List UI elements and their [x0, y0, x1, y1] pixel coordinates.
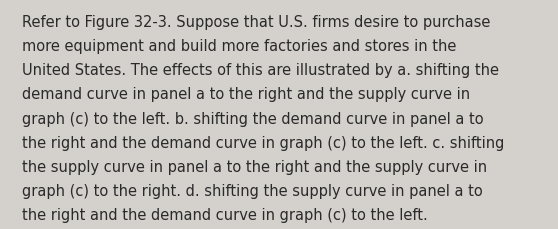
Text: graph (c) to the right. d. shifting the supply curve in panel a to: graph (c) to the right. d. shifting the … [22, 183, 483, 198]
Text: the right and the demand curve in graph (c) to the left.: the right and the demand curve in graph … [22, 207, 428, 222]
Text: the supply curve in panel a to the right and the supply curve in: the supply curve in panel a to the right… [22, 159, 488, 174]
Text: Refer to Figure 32-3. Suppose that U.S. firms desire to purchase: Refer to Figure 32-3. Suppose that U.S. … [22, 15, 490, 30]
Text: graph (c) to the left. b. shifting the demand curve in panel a to: graph (c) to the left. b. shifting the d… [22, 111, 484, 126]
Text: United States. The effects of this are illustrated by a. shifting the: United States. The effects of this are i… [22, 63, 499, 78]
Text: the right and the demand curve in graph (c) to the left. c. shifting: the right and the demand curve in graph … [22, 135, 504, 150]
Text: more equipment and build more factories and stores in the: more equipment and build more factories … [22, 39, 456, 54]
Text: demand curve in panel a to the right and the supply curve in: demand curve in panel a to the right and… [22, 87, 470, 102]
